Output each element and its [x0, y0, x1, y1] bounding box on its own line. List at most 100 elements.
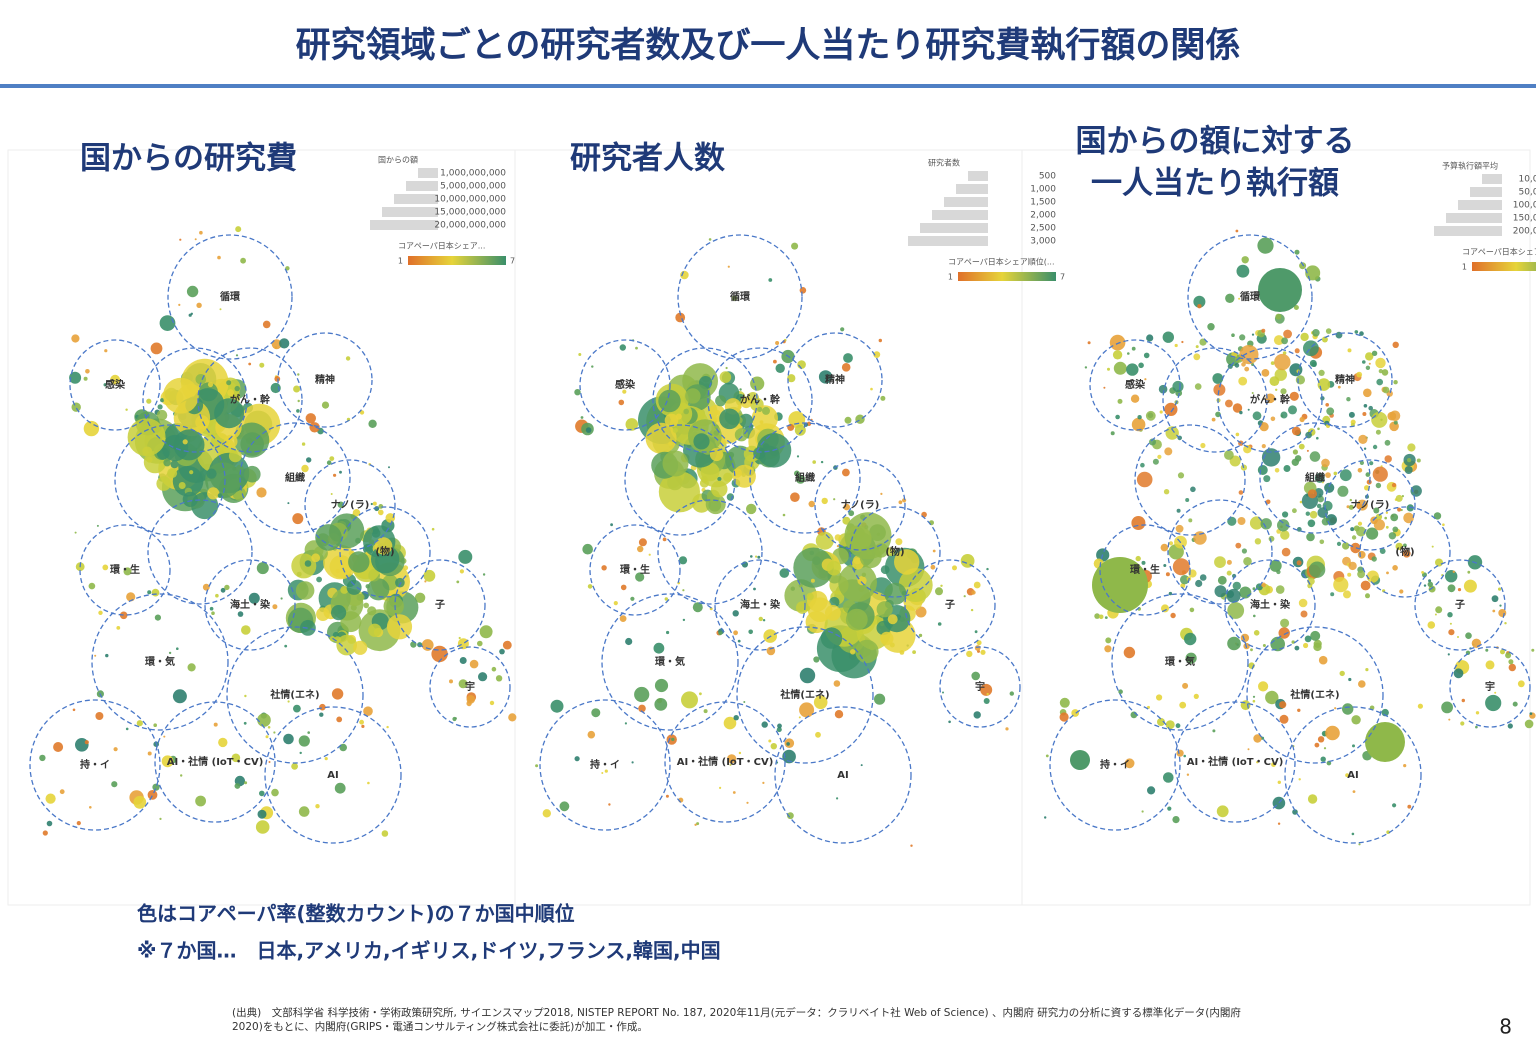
bubble — [1402, 549, 1411, 558]
bubble — [806, 592, 814, 601]
bubble — [1407, 804, 1412, 809]
bubble — [1262, 644, 1266, 647]
bubble — [1257, 237, 1274, 254]
bubble — [1307, 489, 1317, 499]
bubble — [345, 356, 351, 361]
bubble — [1292, 508, 1297, 514]
region-circle — [91, 593, 229, 731]
bubble — [1463, 579, 1477, 593]
bubble — [768, 739, 772, 743]
bubble — [1170, 612, 1176, 619]
bubble — [1143, 352, 1150, 359]
bubble — [723, 472, 733, 482]
bubble — [1293, 305, 1299, 310]
bubble — [367, 578, 390, 601]
region-circle — [1324, 459, 1416, 551]
bubble — [1365, 668, 1369, 672]
bubble — [285, 266, 290, 271]
bubble — [206, 468, 217, 479]
bubble — [580, 416, 584, 419]
bubble — [1110, 431, 1115, 436]
bubble — [898, 500, 903, 505]
bubble — [1309, 451, 1321, 462]
bubble — [1179, 701, 1187, 709]
bubble — [283, 733, 294, 745]
bubble — [1185, 498, 1190, 502]
bubble — [855, 639, 879, 664]
bubble — [1491, 595, 1499, 603]
bubble — [1189, 607, 1195, 613]
bubble — [844, 416, 852, 424]
region-circle — [652, 347, 758, 453]
bubble — [1168, 541, 1174, 546]
bubble — [329, 555, 353, 579]
region-label: 海土・染 — [1250, 598, 1291, 611]
bubble — [808, 500, 815, 508]
bubble — [782, 513, 786, 517]
bubble — [1252, 699, 1256, 703]
bubble — [1350, 527, 1355, 532]
bubble — [1288, 405, 1297, 415]
bubble — [1235, 229, 1239, 233]
bubble — [1252, 587, 1256, 591]
bubble — [815, 531, 834, 550]
bubble — [1181, 340, 1184, 344]
legend-size-swatch — [394, 194, 438, 204]
bubble — [147, 590, 152, 595]
bubble — [180, 774, 183, 777]
bubble — [395, 577, 405, 588]
bubble — [110, 374, 120, 385]
page-number: 8 — [1499, 1015, 1512, 1039]
bubble — [1137, 415, 1142, 420]
bubble — [265, 735, 269, 739]
region-circle — [849, 506, 941, 598]
bubble — [1357, 570, 1365, 579]
bubble — [1298, 443, 1305, 450]
bubble — [1247, 748, 1250, 751]
bubble — [1194, 383, 1202, 390]
bubble — [1371, 411, 1388, 428]
bubble — [1268, 535, 1275, 542]
bubble — [1216, 805, 1229, 818]
legend-size-label: 1,000,000,000 — [440, 169, 506, 179]
bubble — [359, 719, 364, 725]
bubble — [1126, 363, 1139, 376]
bubble — [1381, 369, 1389, 376]
bubble — [1384, 439, 1391, 446]
bubble — [1213, 383, 1226, 396]
bubble — [844, 512, 892, 560]
bubble — [761, 721, 768, 728]
bubble — [1410, 485, 1422, 497]
bubble — [1104, 616, 1108, 619]
bubble — [1369, 461, 1374, 466]
bubble — [298, 806, 310, 817]
bubble — [1433, 512, 1442, 520]
bubble — [960, 554, 975, 568]
region-label: 子 — [945, 599, 955, 611]
bubble — [194, 238, 197, 241]
bubble — [973, 581, 981, 589]
bubble — [1283, 465, 1291, 472]
bubble — [1392, 341, 1399, 348]
bubble — [383, 595, 404, 617]
bubble — [1200, 442, 1206, 449]
bubble — [1435, 606, 1443, 614]
region-circle — [1174, 701, 1296, 823]
bubble — [386, 725, 389, 729]
bubble — [1508, 663, 1517, 672]
bubble — [167, 468, 178, 479]
legend-color-bar — [1472, 262, 1536, 271]
region-circle — [1167, 499, 1273, 605]
bubble — [1392, 565, 1398, 571]
bubble — [1257, 465, 1268, 475]
bubble — [1275, 388, 1278, 391]
bubble — [456, 580, 460, 584]
bubble — [700, 462, 720, 482]
region-circle — [1187, 234, 1313, 360]
bubble — [1274, 468, 1280, 473]
region-label: AI — [327, 770, 338, 781]
bubble — [256, 562, 269, 575]
region-label: 社情(エネ) — [269, 688, 319, 701]
bubble — [932, 549, 936, 553]
legend-size-swatch — [944, 197, 988, 207]
